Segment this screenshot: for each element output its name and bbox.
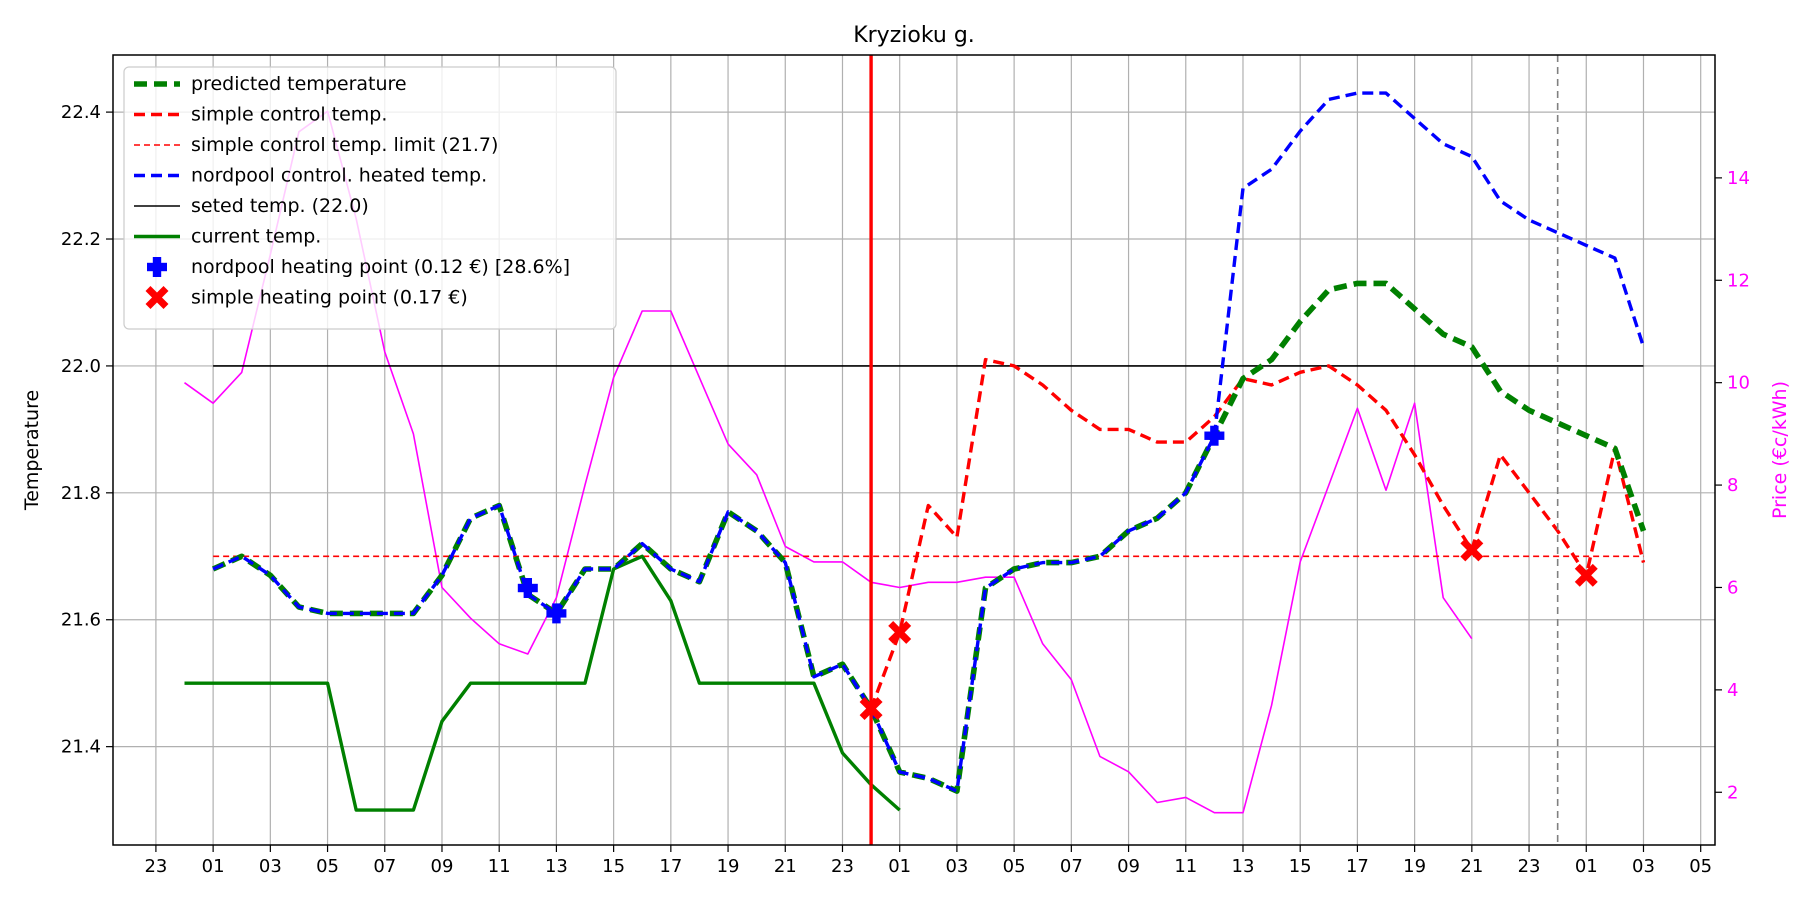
y2-tick-label: 14 xyxy=(1727,168,1750,189)
x-marker-stroke xyxy=(1460,538,1484,562)
x-tick-label: 15 xyxy=(1289,856,1312,877)
legend-entry: seted temp. (22.0) xyxy=(134,195,369,217)
simple-control-line xyxy=(869,357,1646,710)
x-tick-label: 19 xyxy=(1403,856,1426,877)
legend-label: predicted temperature xyxy=(191,73,407,95)
y2-tick-label: 10 xyxy=(1727,373,1750,394)
x-tick-label: 11 xyxy=(1174,856,1197,877)
legend: predicted temperature simple control temp… xyxy=(123,66,617,330)
x-tick-label: 13 xyxy=(545,856,568,877)
nordpool-heating-point xyxy=(517,578,538,599)
legend-label: nordpool control. heated temp. xyxy=(191,165,487,187)
y2-axis-label: Price (€c/kWh) xyxy=(1769,381,1791,519)
legend-box xyxy=(123,66,617,330)
legend-handle xyxy=(145,286,169,309)
x-tick-label: 01 xyxy=(1575,856,1598,877)
y2-tick-label: 12 xyxy=(1727,270,1750,291)
x-tick-label: 09 xyxy=(431,856,454,877)
y-tick-label: 22.2 xyxy=(61,229,101,250)
plus-marker-bar xyxy=(152,257,162,277)
simple-heating-point xyxy=(1460,538,1484,562)
x-marker-stroke xyxy=(145,286,169,309)
legend-entry: predicted temperature xyxy=(134,73,407,95)
legend-entry: current temp. xyxy=(134,226,321,248)
legend-entry: simple heating point (0.17 €) xyxy=(145,286,468,309)
legend-entry: simple control temp. limit (21.7) xyxy=(134,134,498,156)
nordpool-control-line xyxy=(212,91,1646,793)
y-axis-label: Temperature xyxy=(21,390,43,511)
nordpool-heating-point xyxy=(546,603,567,624)
legend-entry: nordpool heating point (0.12 €) [28.6%] xyxy=(147,256,570,278)
x-tick-label: 11 xyxy=(488,856,511,877)
plot-frame xyxy=(112,54,1716,846)
x-tick-label: 23 xyxy=(144,856,167,877)
x-tick-label: 01 xyxy=(888,856,911,877)
legend-handle xyxy=(147,257,167,277)
x-marker-stroke xyxy=(1574,563,1598,587)
legend-label: nordpool heating point (0.12 €) [28.6%] xyxy=(191,256,570,278)
nordpool-heating-point xyxy=(1204,425,1225,446)
y-tick-label: 21.6 xyxy=(61,610,101,631)
legend-label: current temp. xyxy=(191,226,321,248)
current-temp-line xyxy=(184,554,901,812)
chart-title: Kryzioku g. xyxy=(853,23,975,48)
x-tick-label: 13 xyxy=(1232,856,1255,877)
legend-entry: nordpool control. heated temp. xyxy=(134,165,487,187)
y-tick-label: 21.4 xyxy=(61,737,101,758)
x-tick-label: 09 xyxy=(1117,856,1140,877)
plus-marker-bar xyxy=(552,603,561,624)
x-tick-label: 07 xyxy=(373,856,396,877)
legend-label: simple control temp. limit (21.7) xyxy=(191,134,498,156)
legend-label: simple control temp. xyxy=(191,104,387,126)
axes-layer: 23 01 03 05 07 09 11 13 15 17 19 21 23 01 03 05 07 09 11 13… xyxy=(61,54,1750,877)
x-tick-label: 23 xyxy=(1518,856,1541,877)
x-tick-label: 03 xyxy=(1632,856,1655,877)
x-tick-label: 21 xyxy=(774,856,797,877)
x-tick-label: 19 xyxy=(717,856,740,877)
y2-tick-label: 4 xyxy=(1727,680,1738,701)
x-tick-label: 05 xyxy=(316,856,339,877)
x-tick-label: 05 xyxy=(1689,856,1712,877)
legend-label: simple heating point (0.17 €) xyxy=(191,287,468,309)
y-tick-label: 22.0 xyxy=(61,356,101,377)
series-layer xyxy=(184,55,1647,845)
simple-heating-point xyxy=(1574,563,1598,587)
y-tick-label: 21.8 xyxy=(61,483,101,504)
price-line xyxy=(184,110,1473,814)
x-tick-label: 23 xyxy=(831,856,854,877)
legend-entry: simple control temp. xyxy=(134,104,387,126)
y2-tick-label: 6 xyxy=(1727,577,1738,598)
x-tick-label: 21 xyxy=(1460,856,1483,877)
x-tick-label: 03 xyxy=(259,856,282,877)
x-tick-label: 17 xyxy=(1346,856,1369,877)
x-tick-label: 15 xyxy=(602,856,625,877)
x-marker-stroke xyxy=(859,697,883,721)
x-tick-label: 01 xyxy=(202,856,225,877)
x-tick-label: 07 xyxy=(1060,856,1083,877)
simple-heating-point xyxy=(888,620,912,644)
x-marker-stroke xyxy=(888,620,912,644)
x-tick-label: 03 xyxy=(945,856,968,877)
y2-tick-label: 2 xyxy=(1727,782,1738,803)
x-tick-label: 05 xyxy=(1003,856,1026,877)
y2-tick-label: 8 xyxy=(1727,475,1738,496)
x-tick-label: 17 xyxy=(659,856,682,877)
y-tick-label: 22.4 xyxy=(61,102,101,123)
legend-label: seted temp. (22.0) xyxy=(191,195,369,217)
plus-marker-bar xyxy=(523,578,533,599)
plus-marker-bar xyxy=(1210,425,1219,446)
simple-heating-point xyxy=(859,697,883,721)
